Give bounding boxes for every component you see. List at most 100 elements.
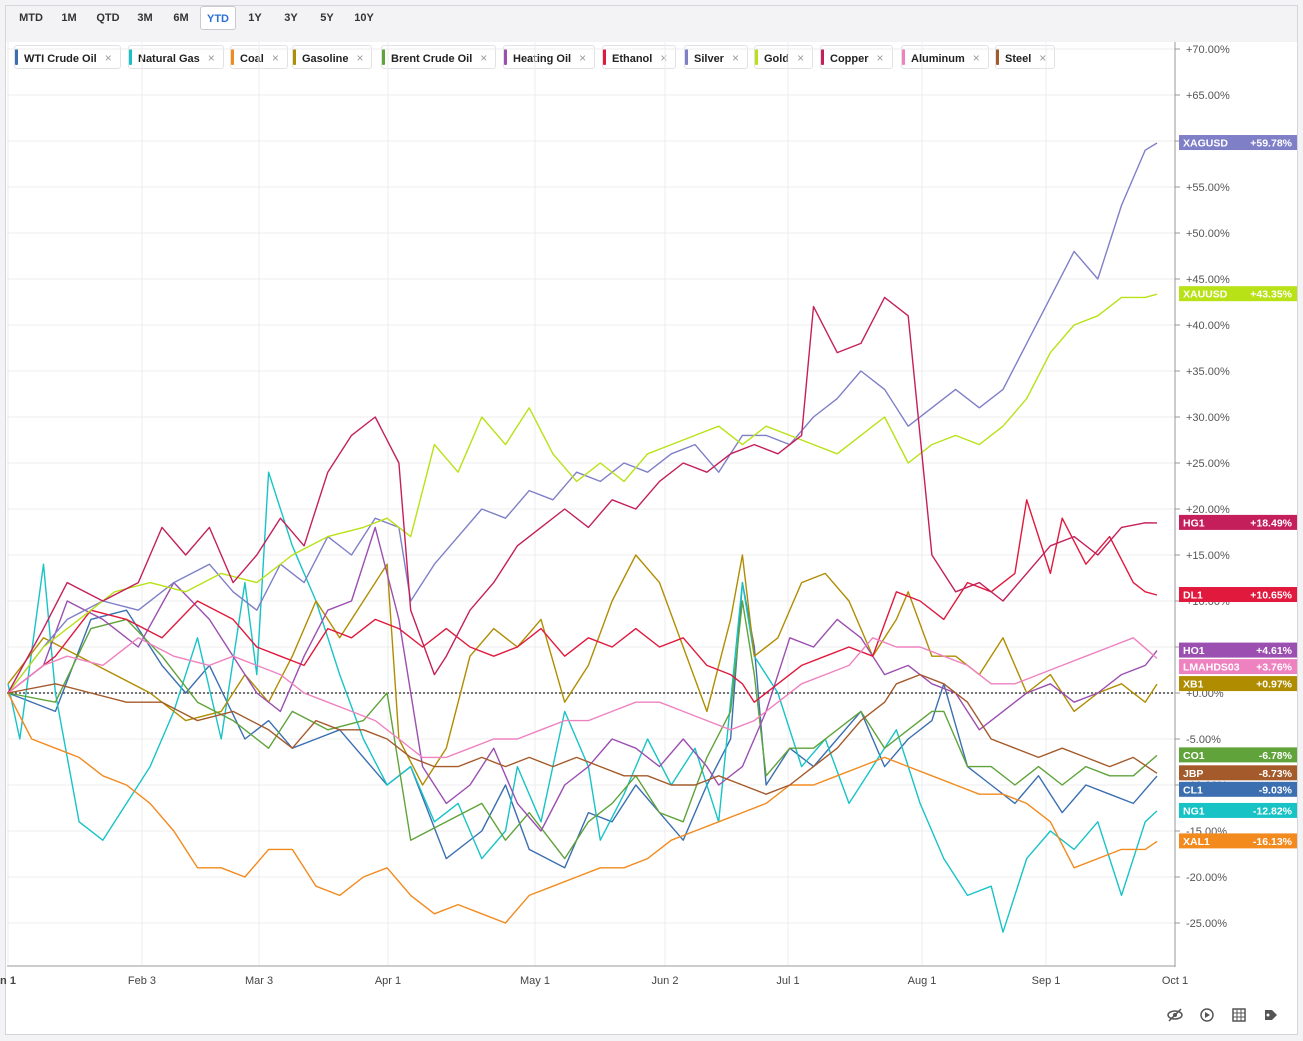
legend-label: Natural Gas (138, 53, 200, 65)
value-badge-symbol: XAL1 (1183, 836, 1210, 848)
legend-color-swatch (996, 49, 999, 65)
range-button-3y[interactable]: 3Y (284, 12, 298, 24)
range-button-3m[interactable]: 3M (137, 12, 153, 24)
value-badge-lmahds03 (1179, 659, 1297, 675)
value-badge-symbol: CL1 (1183, 784, 1203, 796)
value-badge-ng1 (1179, 802, 1297, 818)
series-line-xagusd (7, 142, 1158, 694)
value-badge-symbol: HG1 (1183, 517, 1205, 529)
x-tick-label: Feb 3 (128, 975, 156, 987)
legend-label: Coal (240, 53, 264, 65)
value-badge-xagusd (1179, 135, 1297, 151)
remove-series-icon[interactable]: × (972, 51, 980, 65)
range-button-mtd[interactable]: MTD (19, 12, 43, 24)
remove-series-icon[interactable]: × (356, 51, 364, 65)
value-badge-symbol: JBP (1183, 768, 1203, 780)
value-badge-symbol: XB1 (1183, 679, 1204, 691)
value-badge-value: -6.78% (1259, 750, 1293, 762)
legend-label: Silver (694, 53, 724, 65)
legend-label: Steel (1005, 53, 1032, 65)
series-line-xauusd (7, 293, 1158, 694)
series-line-cl1 (7, 581, 1158, 869)
x-tick-label: Apr 1 (375, 975, 401, 987)
x-tick-label: Mar 3 (245, 975, 273, 987)
range-button-6m[interactable]: 6M (173, 12, 189, 24)
remove-series-icon[interactable]: × (731, 51, 739, 65)
y-tick-label: +55.00% (1186, 182, 1230, 194)
tags-icon[interactable] (1262, 1006, 1280, 1024)
range-button-1y[interactable]: 1Y (248, 12, 262, 24)
remove-series-icon[interactable]: × (271, 51, 279, 65)
legend-color-swatch (382, 49, 385, 65)
legend-color-swatch (685, 49, 688, 65)
y-tick-label: +45.00% (1186, 274, 1230, 286)
value-badge-symbol: CO1 (1183, 750, 1205, 762)
remove-series-icon[interactable]: × (480, 51, 488, 65)
series-line-ng1 (7, 471, 1158, 933)
y-tick-label: -5.00% (1186, 734, 1221, 746)
legend-color-swatch (293, 49, 296, 65)
series-line-lmahds03 (7, 637, 1158, 759)
range-button-qtd[interactable]: QTD (96, 12, 120, 24)
value-badge-ho1 (1179, 642, 1297, 658)
value-badge-value: +0.97% (1256, 679, 1293, 691)
eye-off-icon[interactable] (1166, 1006, 1184, 1024)
remove-series-icon[interactable]: × (876, 51, 884, 65)
value-badge-value: +4.61% (1256, 645, 1293, 657)
y-tick-label: +15.00% (1186, 550, 1230, 562)
y-tick-label: +25.00% (1186, 458, 1230, 470)
range-button-1m[interactable]: 1M (61, 12, 77, 24)
remove-series-icon[interactable]: × (1039, 51, 1047, 65)
remove-series-icon[interactable]: × (579, 51, 587, 65)
remove-series-icon[interactable]: × (104, 51, 112, 65)
grid-icon[interactable] (1230, 1006, 1248, 1024)
range-button-ytd[interactable]: YTD (200, 6, 236, 30)
range-button-10y[interactable]: 10Y (354, 12, 374, 24)
legend-color-swatch (231, 49, 234, 65)
legend-label: Aluminum (911, 53, 965, 65)
y-tick-label: +30.00% (1186, 412, 1230, 424)
remove-series-icon[interactable]: × (660, 51, 668, 65)
x-tick-label: Oct 1 (1162, 975, 1188, 987)
y-tick-label: +50.00% (1186, 228, 1230, 240)
y-tick-label: +35.00% (1186, 366, 1230, 378)
y-tick-label: +20.00% (1186, 504, 1230, 516)
remove-series-icon[interactable]: × (797, 51, 805, 65)
value-badge-symbol: XAGUSD (1183, 138, 1228, 150)
replay-icon[interactable] (1198, 1006, 1216, 1024)
x-tick-label: Aug 1 (908, 975, 937, 987)
y-tick-label: +40.00% (1186, 320, 1230, 332)
value-badge-symbol: XAUUSD (1183, 289, 1228, 301)
legend-label: WTI Crude Oil (24, 53, 97, 65)
series-line-hg1 (7, 296, 1158, 694)
x-tick-label: Jun 2 (652, 975, 679, 987)
value-badge-value: -8.73% (1259, 768, 1293, 780)
series-line-dl1 (7, 499, 1158, 703)
range-button-5y[interactable]: 5Y (320, 12, 334, 24)
legend-label: Gasoline (302, 53, 349, 65)
value-badge-dl1 (1179, 587, 1297, 603)
legend-color-swatch (504, 49, 507, 65)
value-badge-jbp (1179, 765, 1297, 781)
value-badge-cl1 (1179, 781, 1297, 797)
x-tick-label: n 1 (0, 975, 16, 987)
x-tick-label: Jul 1 (776, 975, 799, 987)
y-tick-label: -25.00% (1186, 918, 1227, 930)
legend-label: Heating Oil (513, 53, 572, 65)
legend-label: Copper (830, 53, 869, 65)
y-tick-label: -20.00% (1186, 872, 1227, 884)
value-badge-value: +18.49% (1250, 517, 1292, 529)
x-tick-label: May 1 (520, 975, 550, 987)
series-line-jbp (7, 673, 1158, 795)
remove-series-icon[interactable]: × (207, 51, 215, 65)
value-badge-symbol: DL1 (1183, 590, 1203, 602)
value-badge-value: +10.65% (1250, 590, 1292, 602)
value-badge-hg1 (1179, 514, 1297, 530)
series-line-xal1 (7, 692, 1158, 924)
value-badge-xal1 (1179, 833, 1297, 849)
y-tick-label: +70.00% (1186, 44, 1230, 56)
value-badge-value: +3.76% (1256, 662, 1293, 674)
value-badge-co1 (1179, 747, 1297, 763)
legend-color-swatch (15, 49, 18, 65)
